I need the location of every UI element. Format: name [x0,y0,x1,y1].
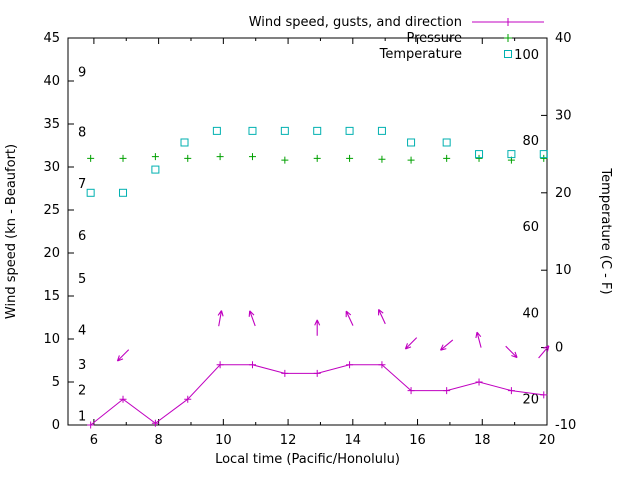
y-left-tick-label: 30 [43,160,60,175]
legend: Wind speed, gusts, and directionPressure… [249,15,544,62]
x-axis-label: Local time (Pacific/Honolulu) [215,452,400,467]
y-right-tick-label: 20 [555,186,572,201]
fahrenheit-label: 60 [522,220,539,235]
y-left-tick-label: 15 [43,289,60,304]
fahrenheit-label: 40 [522,307,539,322]
fahrenheit-label: 80 [522,134,539,149]
wind-arrow [345,310,354,326]
temperature-series [86,126,548,197]
y-left-tick-label: 35 [43,117,60,132]
x-tick-label: 20 [539,433,556,448]
x-axis: 6 8 10 12 14 16 18 20 Local time (Pacific/Honolu… [90,38,556,467]
y-right-tick-label: 30 [555,108,572,123]
y-right-axis-label: Temperature (C - F) [598,167,613,294]
beaufort-label: 9 [78,65,86,80]
y-left-tick-label: 10 [43,332,60,347]
wind-arrow [378,308,386,325]
x-tick-label: 18 [474,433,491,448]
beaufort-label: 5 [78,272,86,287]
x-tick-label: 10 [215,433,232,448]
wind-arrow [217,310,224,327]
beaufort-label: 7 [78,177,86,192]
x-tick-label: 14 [345,433,362,448]
wind-arrow [314,319,321,336]
wind-speed-series [87,361,548,429]
y-left-axis-label: Wind speed (kn - Beaufort) [4,144,19,319]
wind-arrow [404,337,418,350]
legend-label: Temperature [379,47,462,62]
y-left-tick-label: 25 [43,203,60,218]
fahrenheit-label: 100 [514,48,539,63]
x-tick-label: 6 [90,433,98,448]
x-tick-label: 12 [280,433,297,448]
y-left-tick-label: 40 [43,74,60,89]
beaufort-label: 6 [78,229,86,244]
legend-label: Pressure [406,31,462,46]
plot-border [67,37,548,426]
beaufort-label: 3 [78,358,86,373]
beaufort-label: 2 [78,384,86,399]
y-right-tick-label: 10 [555,263,572,278]
beaufort-label: 4 [78,323,86,338]
y-right-tick-label: 0 [555,341,563,356]
x-tick-label: 8 [154,433,162,448]
wind-arrow [538,345,550,359]
wind-arrow [116,349,130,362]
y-left-tick-label: 20 [43,246,60,261]
y-left-tick-label: 5 [52,375,60,390]
y-axis-right: -10 0 10 20 30 40 20 40 60 80 100 Temperature (C - … [514,31,613,433]
wind-arrow [475,331,482,348]
wind-direction-arrows [116,308,550,362]
y-left-tick-label: 45 [43,31,60,46]
legend-label: Wind speed, gusts, and direction [249,15,462,30]
wind-arrow [440,339,454,351]
wind-arrow [248,310,256,327]
fahrenheit-label: 20 [522,392,539,407]
pressure-series [87,153,548,164]
y-left-tick-label: 0 [52,418,60,433]
y-right-tick-label: 40 [555,31,572,46]
beaufort-label: 8 [78,126,86,141]
wind-arrow [505,345,518,359]
x-tick-label: 16 [409,433,426,448]
y-right-tick-label: -10 [555,418,576,433]
beaufort-label: 1 [78,409,86,424]
